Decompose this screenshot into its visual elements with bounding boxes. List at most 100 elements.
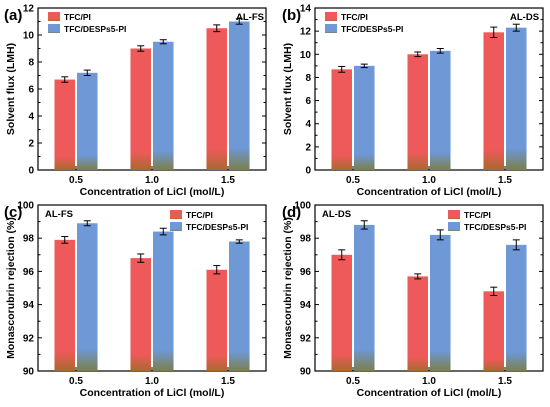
panel-tag: AL-FS: [45, 209, 73, 220]
bar-tfc-pi: [130, 258, 151, 371]
x-tick-label: 1.0: [422, 175, 436, 186]
y-tick-label: 6: [305, 96, 311, 107]
y-axis-title: Monascorubrin rejection (%): [5, 217, 17, 359]
legend-entry: TFC/PI: [464, 210, 491, 220]
bar-tfc-desps5-pi: [77, 72, 98, 170]
y-tick-label: 92: [23, 333, 35, 344]
y-tick-label: 10: [23, 31, 35, 42]
panel-label: (c): [4, 204, 22, 221]
y-tick-label: 2: [305, 142, 311, 153]
y-tick-label: 100: [294, 201, 311, 212]
bar-tfc-pi: [54, 239, 75, 371]
x-tick-label: 1.5: [221, 376, 235, 387]
y-tick-label: 90: [300, 367, 312, 378]
bar-tfc-pi: [407, 54, 428, 170]
y-tick-label: 96: [23, 267, 35, 278]
x-tick-label: 1.5: [498, 175, 512, 186]
x-tick-label: 0.5: [346, 175, 360, 186]
y-tick-label: 0: [305, 166, 311, 177]
legend-swatch: [448, 222, 460, 231]
y-tick-label: 8: [28, 58, 34, 69]
y-tick-label: 98: [23, 234, 35, 245]
legend-entry: TFC/DESPs5-PI: [341, 24, 403, 34]
legend-swatch: [48, 12, 60, 21]
legend-swatch: [170, 222, 182, 231]
x-tick-label: 0.5: [69, 376, 83, 387]
bar-tfc-pi: [331, 69, 352, 170]
y-tick-label: 12: [300, 27, 312, 38]
panel-label: (a): [4, 7, 22, 24]
panel-label: (d): [282, 204, 301, 221]
x-axis-title: Concentration of LiCl (mol/L): [80, 387, 225, 399]
y-axis-title: Monascorubrin rejection (%): [282, 217, 294, 359]
legend-swatch: [325, 12, 337, 21]
bar-tfc-pi: [407, 276, 428, 371]
y-tick-label: 96: [300, 267, 312, 278]
x-tick-label: 1.0: [145, 175, 159, 186]
y-tick-label: 4: [305, 119, 311, 130]
bar-tfc-desps5-pi: [153, 41, 174, 170]
bar-tfc-desps5-pi: [430, 234, 451, 371]
x-tick-label: 1.0: [145, 376, 159, 387]
y-tick-label: 94: [23, 300, 35, 311]
bar-tfc-desps5-pi: [354, 65, 375, 170]
bar-tfc-pi: [130, 48, 151, 170]
x-tick-label: 0.5: [346, 376, 360, 387]
y-axis-title: Solvent flux (LMH): [282, 43, 294, 135]
panel-tag: AL-DS: [322, 209, 351, 220]
y-tick-label: 8: [305, 73, 311, 84]
bar-tfc-desps5-pi: [506, 27, 527, 170]
bar-tfc-pi: [483, 32, 504, 170]
legend-swatch: [325, 24, 337, 33]
y-tick-label: 0: [28, 166, 34, 177]
legend-entry: TFC/DESPs5-PI: [186, 222, 248, 232]
bar-tfc-pi: [206, 269, 227, 371]
legend-swatch: [170, 210, 182, 219]
y-tick-label: 6: [28, 85, 34, 96]
bar-tfc-pi: [483, 291, 504, 371]
bar-tfc-desps5-pi: [229, 21, 250, 170]
bar-tfc-desps5-pi: [354, 224, 375, 371]
x-axis-title: Concentration of LiCl (mol/L): [357, 186, 502, 198]
x-tick-label: 0.5: [69, 175, 83, 186]
legend-entry: TFC/DESPs5-PI: [464, 222, 526, 232]
x-axis-title: Concentration of LiCl (mol/L): [357, 387, 502, 399]
bar-tfc-desps5-pi: [153, 231, 174, 371]
y-tick-label: 90: [23, 367, 35, 378]
panel-tag: AL-DS: [510, 12, 539, 23]
panel-tag: AL-FS: [236, 12, 264, 23]
panel-label: (b): [282, 7, 301, 24]
legend-swatch: [48, 24, 60, 33]
y-tick-label: 98: [300, 234, 312, 245]
bar-tfc-pi: [54, 79, 75, 170]
bar-tfc-desps5-pi: [430, 50, 451, 170]
x-tick-label: 1.5: [221, 175, 235, 186]
legend-swatch: [448, 210, 460, 219]
legend-entry: TFC/DESPs5-PI: [64, 24, 126, 34]
legend-entry: TFC/PI: [64, 12, 91, 22]
y-tick-label: 10: [300, 50, 312, 61]
y-tick-label: 4: [28, 112, 34, 123]
y-tick-label: 12: [23, 4, 35, 15]
bar-tfc-pi: [331, 254, 352, 371]
y-tick-label: 94: [300, 300, 312, 311]
x-tick-label: 1.0: [422, 376, 436, 387]
legend-entry: TFC/PI: [341, 12, 368, 22]
y-tick-label: 100: [17, 201, 34, 212]
bar-tfc-desps5-pi: [506, 244, 527, 371]
bar-tfc-desps5-pi: [229, 241, 250, 371]
legend-entry: TFC/PI: [186, 210, 213, 220]
y-tick-label: 2: [28, 139, 34, 150]
x-axis-title: Concentration of LiCl (mol/L): [80, 186, 225, 198]
x-tick-label: 1.5: [498, 376, 512, 387]
bar-tfc-pi: [206, 28, 227, 170]
y-tick-label: 92: [300, 333, 312, 344]
y-axis-title: Solvent flux (LMH): [5, 43, 17, 135]
bar-tfc-desps5-pi: [77, 223, 98, 371]
